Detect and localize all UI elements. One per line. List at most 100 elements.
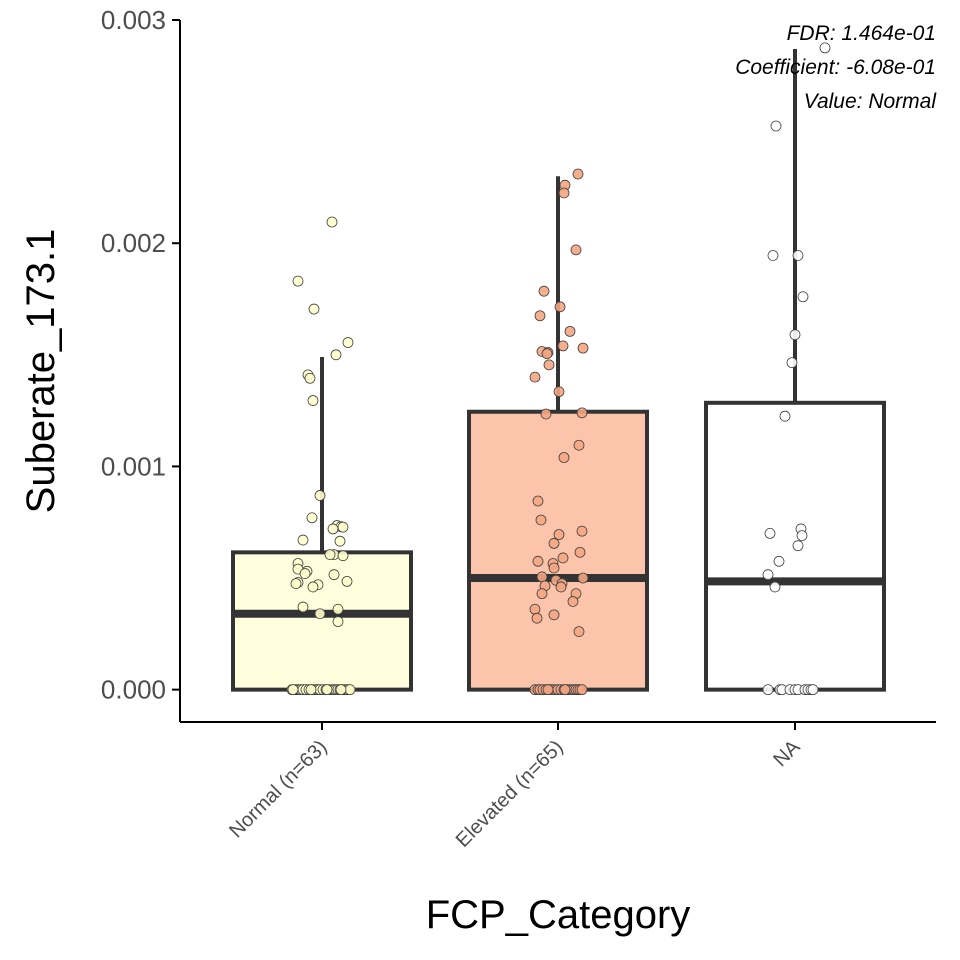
data-point [308, 303, 320, 315]
data-point [529, 603, 541, 615]
data-point [324, 549, 336, 560]
data-point [762, 684, 774, 696]
data-point [344, 684, 356, 696]
box-body [231, 550, 413, 692]
data-point [769, 581, 781, 593]
data-point [306, 512, 318, 524]
data-point [307, 395, 319, 406]
data-point [337, 521, 349, 533]
data-point [767, 250, 779, 261]
annotation-coefficient: Coefficient: -6.08e-01 [735, 56, 936, 79]
box-group [231, 216, 413, 696]
data-point [332, 603, 344, 615]
y-tick-label: 0.000 [101, 675, 166, 705]
annotation-value: Value: Normal [804, 90, 938, 113]
data-point [548, 609, 560, 621]
data-point [792, 540, 804, 552]
data-point [557, 552, 569, 564]
data-point [335, 684, 347, 696]
data-point [287, 684, 299, 696]
data-point [779, 410, 791, 422]
data-point [536, 571, 548, 583]
data-point [536, 588, 548, 600]
data-point [576, 525, 588, 537]
data-point [764, 527, 776, 539]
y-tick-label: 0.001 [101, 451, 166, 481]
data-point [553, 529, 565, 540]
data-point [541, 348, 553, 360]
data-point [557, 340, 569, 352]
box-group [704, 42, 886, 696]
data-point [558, 187, 570, 199]
data-point [330, 349, 342, 361]
data-point [807, 684, 819, 696]
data-point [574, 546, 586, 558]
y-axis-title: Suberate_173.1 [19, 229, 63, 514]
box-body [467, 409, 649, 692]
data-point [321, 684, 333, 696]
data-point [314, 490, 326, 501]
data-point [773, 555, 785, 567]
data-point [532, 555, 544, 567]
box-group [467, 168, 649, 696]
data-point [326, 216, 338, 228]
data-point [554, 301, 566, 313]
data-point [576, 684, 588, 696]
data-point [572, 168, 584, 180]
data-point [558, 452, 570, 463]
data-point [332, 616, 344, 627]
data-point [786, 357, 798, 369]
data-point [307, 581, 319, 593]
data-point [328, 569, 340, 581]
data-point [535, 514, 547, 526]
data-point [543, 359, 555, 371]
data-point [573, 439, 585, 451]
data-point [770, 120, 782, 132]
y-tick-label: 0.003 [101, 5, 166, 35]
data-point [297, 601, 309, 613]
data-point [540, 408, 552, 420]
data-point [555, 581, 567, 593]
data-point [314, 608, 326, 620]
data-point [553, 386, 565, 398]
data-point [789, 329, 801, 341]
data-point [538, 285, 550, 297]
data-point [559, 684, 571, 696]
data-point [797, 291, 809, 303]
data-point [327, 523, 339, 535]
data-point [792, 250, 804, 261]
data-point [548, 538, 560, 549]
data-point [819, 42, 831, 54]
data-point [292, 275, 304, 287]
data-point [573, 626, 585, 637]
data-point [542, 684, 554, 696]
data-point [576, 407, 588, 419]
y-tick-label: 0.002 [101, 228, 166, 258]
x-category-label: Normal (n=63) [225, 736, 331, 842]
data-point [341, 575, 353, 587]
x-category-label: Elevated (n=65) [452, 736, 568, 852]
x-category-label: NA [769, 736, 805, 772]
data-point [334, 535, 346, 547]
plot-layer [231, 42, 886, 696]
data-point [290, 578, 302, 590]
data-point [570, 244, 582, 256]
data-point [531, 612, 543, 624]
data-point [567, 596, 579, 607]
annotation-fdr: FDR: 1.464e-01 [787, 22, 936, 45]
data-point [534, 310, 546, 322]
x-axis-title: FCP_Category [426, 893, 691, 937]
data-point [577, 572, 589, 584]
ticks-layer: 0.000 0.001 0.002 0.003 Normal (n=63) Elevate… [101, 5, 805, 852]
data-point [299, 568, 311, 579]
data-point [577, 342, 589, 354]
data-point [532, 495, 544, 507]
data-point [297, 534, 309, 546]
data-point [796, 530, 808, 542]
data-point [342, 337, 354, 348]
data-point [337, 550, 349, 562]
data-point [304, 372, 316, 384]
data-point [762, 569, 774, 581]
data-point [564, 325, 576, 337]
